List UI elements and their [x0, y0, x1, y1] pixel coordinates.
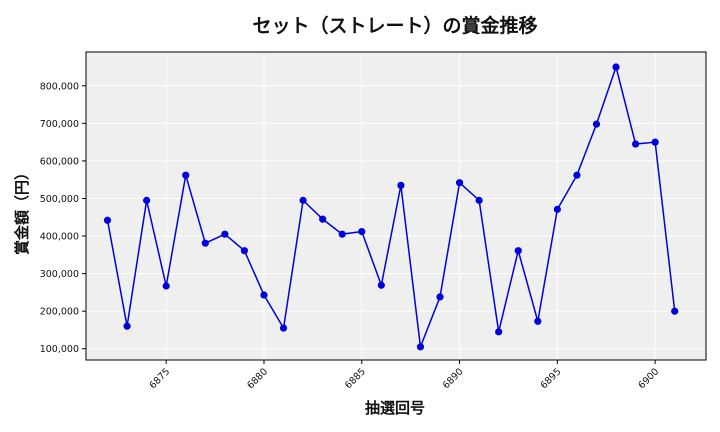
data-point [162, 282, 170, 290]
data-point [260, 291, 268, 299]
grid [86, 52, 706, 360]
data-point [416, 343, 425, 351]
data-point [573, 171, 581, 179]
data-point [319, 215, 327, 223]
data-point [671, 307, 679, 315]
data-point [103, 216, 112, 224]
y-tick-label: 700,000 [40, 119, 79, 130]
x-axis-label: 抽選回号 [365, 399, 425, 417]
y-axis-label: 賞金額（円） [13, 165, 31, 255]
data-point [182, 171, 190, 179]
data-point [279, 324, 288, 332]
y-tick-label: 100,000 [40, 344, 79, 355]
data-point [553, 205, 561, 213]
data-point [612, 63, 620, 71]
y-axis: 100,000 200,000 300,000 400,000 500,000 600,0… [40, 81, 86, 355]
data-point [143, 196, 151, 204]
data-point [651, 138, 659, 146]
y-tick-label: 400,000 [40, 232, 79, 243]
data-point [299, 196, 307, 204]
series-line [106, 64, 676, 348]
y-tick-label: 800,000 [40, 81, 79, 92]
y-tick-label: 200,000 [40, 307, 79, 318]
plot-area [86, 52, 706, 360]
y-tick-label: 600,000 [40, 156, 79, 167]
y-tick-label: 300,000 [40, 269, 79, 280]
chart-title: セット（ストレート）の賞金推移 [252, 14, 537, 37]
data-point [455, 179, 464, 187]
data-point [592, 120, 601, 128]
data-points [103, 63, 679, 351]
data-point [338, 230, 346, 238]
plot-frame [85, 51, 707, 361]
data-point [123, 322, 131, 330]
data-point [631, 140, 640, 148]
data-point [240, 247, 249, 255]
data-point [495, 328, 503, 336]
data-point [358, 227, 366, 236]
data-point [377, 281, 385, 289]
data-point [475, 196, 483, 204]
data-point [436, 293, 444, 301]
data-point [397, 181, 405, 189]
data-point [201, 239, 209, 247]
data-point [221, 230, 229, 238]
data-point [534, 317, 542, 325]
y-tick-label: 500,000 [40, 194, 79, 205]
data-point [514, 247, 522, 255]
